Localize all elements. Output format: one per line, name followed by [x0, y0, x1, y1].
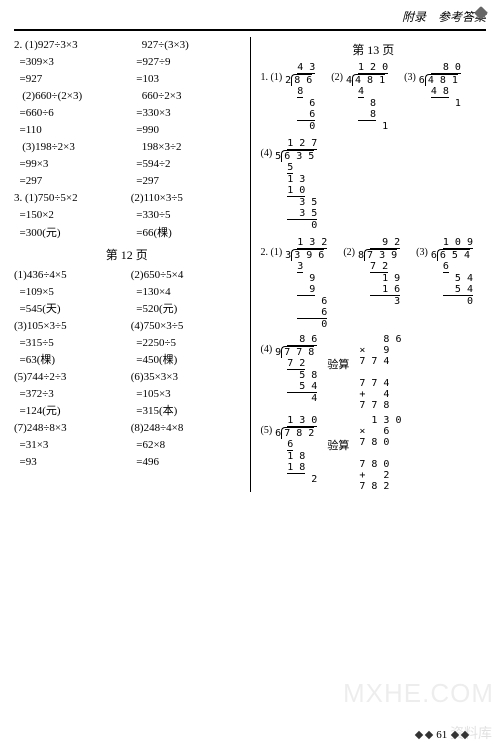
- equation-block: (8)248÷4×8 =62×8 =496: [131, 420, 240, 471]
- longdiv-index: (2): [331, 62, 343, 83]
- equation-block: 198×3÷2 =594÷2 =297: [131, 139, 240, 190]
- longdiv-body: 1 3 233 9 6 3 9 9 6 6 0: [285, 237, 327, 330]
- longdiv-index: (5): [261, 415, 273, 436]
- equation-block: (4)750×3÷5 =2250÷5 =450(棵): [131, 318, 240, 369]
- left-column: 2. (1)927÷3×3 =309×3 =927 927÷(3×3) =927…: [14, 37, 251, 492]
- page-number: 61: [414, 729, 471, 741]
- equation-block: (2)650÷5×4 =130×4 =520(元): [131, 267, 240, 318]
- longdiv-body: 4 328 6 8 6 6 0: [285, 62, 315, 132]
- check-calc: 8 6× 97 7 4 7 7 4+ 47 7 8: [359, 334, 401, 411]
- longdiv-index: (2): [343, 237, 355, 258]
- q2-wrap: 2. (1) 1 3 233 9 6 3 9 9 6 6 0 (2) 9 287 …: [261, 237, 487, 330]
- watermark-logo: MXHE.COM: [343, 678, 494, 709]
- longdiv-index: 2. (1): [261, 237, 283, 258]
- longdiv-body: 8 697 7 8 7 2 5 8 5 4 4: [275, 334, 317, 404]
- q1-wrap: 1. (1) 4 328 6 8 6 6 0 (2) 1 2 044 8 1 4 …: [261, 62, 487, 231]
- equation-block: (2)110×3÷5 =330÷5 =66(棵): [131, 190, 240, 241]
- check-calc: 1 3 0× 67 8 0 7 8 0+ 27 8 2: [359, 415, 401, 492]
- longdiv-item: (2) 1 2 044 8 1 4 8 8 1: [331, 62, 388, 132]
- longdiv-body: 1 3 067 8 2 6 1 8 1 8 2: [275, 415, 317, 485]
- page12-heading: 第 12 页: [14, 246, 240, 263]
- check-label: 验算: [327, 415, 349, 453]
- longdiv-with-check: (4) 8 697 7 8 7 2 5 8 5 4 4验算 8 6× 97 7 …: [261, 334, 487, 411]
- longdiv-index: (3): [404, 62, 416, 83]
- longdiv-body: 8 064 8 1 4 8 1: [419, 62, 461, 109]
- longdiv-index: (4): [261, 138, 273, 159]
- page13-heading: 第 13 页: [261, 41, 487, 58]
- equation-block: 3. (1)750÷5×2 =150×2 =300(元): [14, 190, 123, 241]
- equation-block: (7)248÷8×3 =31×3 =93: [14, 420, 123, 471]
- longdiv-item: (2) 9 287 3 9 7 2 1 9 1 6 3: [343, 237, 400, 330]
- longdiv-item: 2. (1) 1 3 233 9 6 3 9 9 6 6 0: [261, 237, 328, 330]
- longdiv-item: (3) 1 0 966 5 4 6 5 4 5 4 0: [416, 237, 473, 330]
- equation-block: 2. (1)927÷3×3 =309×3 =927: [14, 37, 123, 88]
- equation-block: (3)105×3÷5 =315÷5 =63(棵): [14, 318, 123, 369]
- right-column: 第 13 页 1. (1) 4 328 6 8 6 6 0 (2) 1 2 044…: [261, 37, 487, 492]
- q2b-wrap: (4) 8 697 7 8 7 2 5 8 5 4 4验算 8 6× 97 7 …: [261, 334, 487, 492]
- longdiv-item: (5) 1 3 067 8 2 6 1 8 1 8 2: [261, 415, 318, 485]
- longdiv-body: 1 0 966 5 4 6 5 4 5 4 0: [431, 237, 473, 307]
- longdiv-item: (3) 8 064 8 1 4 8 1: [404, 62, 461, 132]
- longdiv-item: (4) 8 697 7 8 7 2 5 8 5 4 4: [261, 334, 318, 404]
- longdiv-body: 1 2 756 3 5 5 1 3 1 0 3 5 3 5 0: [275, 138, 317, 231]
- equation-block: (6)35×3×3 =105×3 =315(本): [131, 369, 240, 420]
- equation-block: (3)198÷2×3 =99×3 =297: [14, 139, 123, 190]
- longdiv-index: (3): [416, 237, 428, 258]
- longdiv-index: 1. (1): [261, 62, 283, 83]
- check-label: 验算: [327, 334, 349, 372]
- equation-block: (5)744÷2÷3 =372÷3 =124(元): [14, 369, 123, 420]
- equation-block: (2)660÷(2×3) =660÷6 =110: [14, 88, 123, 139]
- longdiv-item: (4) 1 2 756 3 5 5 1 3 1 0 3 5 3 5 0: [261, 138, 318, 231]
- longdiv-item: 1. (1) 4 328 6 8 6 6 0: [261, 62, 316, 132]
- equation-block: (1)436÷4×5 =109×5 =545(天): [14, 267, 123, 318]
- longdiv-body: 9 287 3 9 7 2 1 9 1 6 3: [358, 237, 400, 307]
- equation-block: 927÷(3×3) =927÷9 =103: [131, 37, 240, 88]
- longdiv-body: 1 2 044 8 1 4 8 8 1: [346, 62, 388, 132]
- longdiv-index: (4): [261, 334, 273, 355]
- equation-block: 660÷2×3 =330×3 =990: [131, 88, 240, 139]
- longdiv-with-check: (5) 1 3 067 8 2 6 1 8 1 8 2验算 1 3 0× 67 …: [261, 415, 487, 492]
